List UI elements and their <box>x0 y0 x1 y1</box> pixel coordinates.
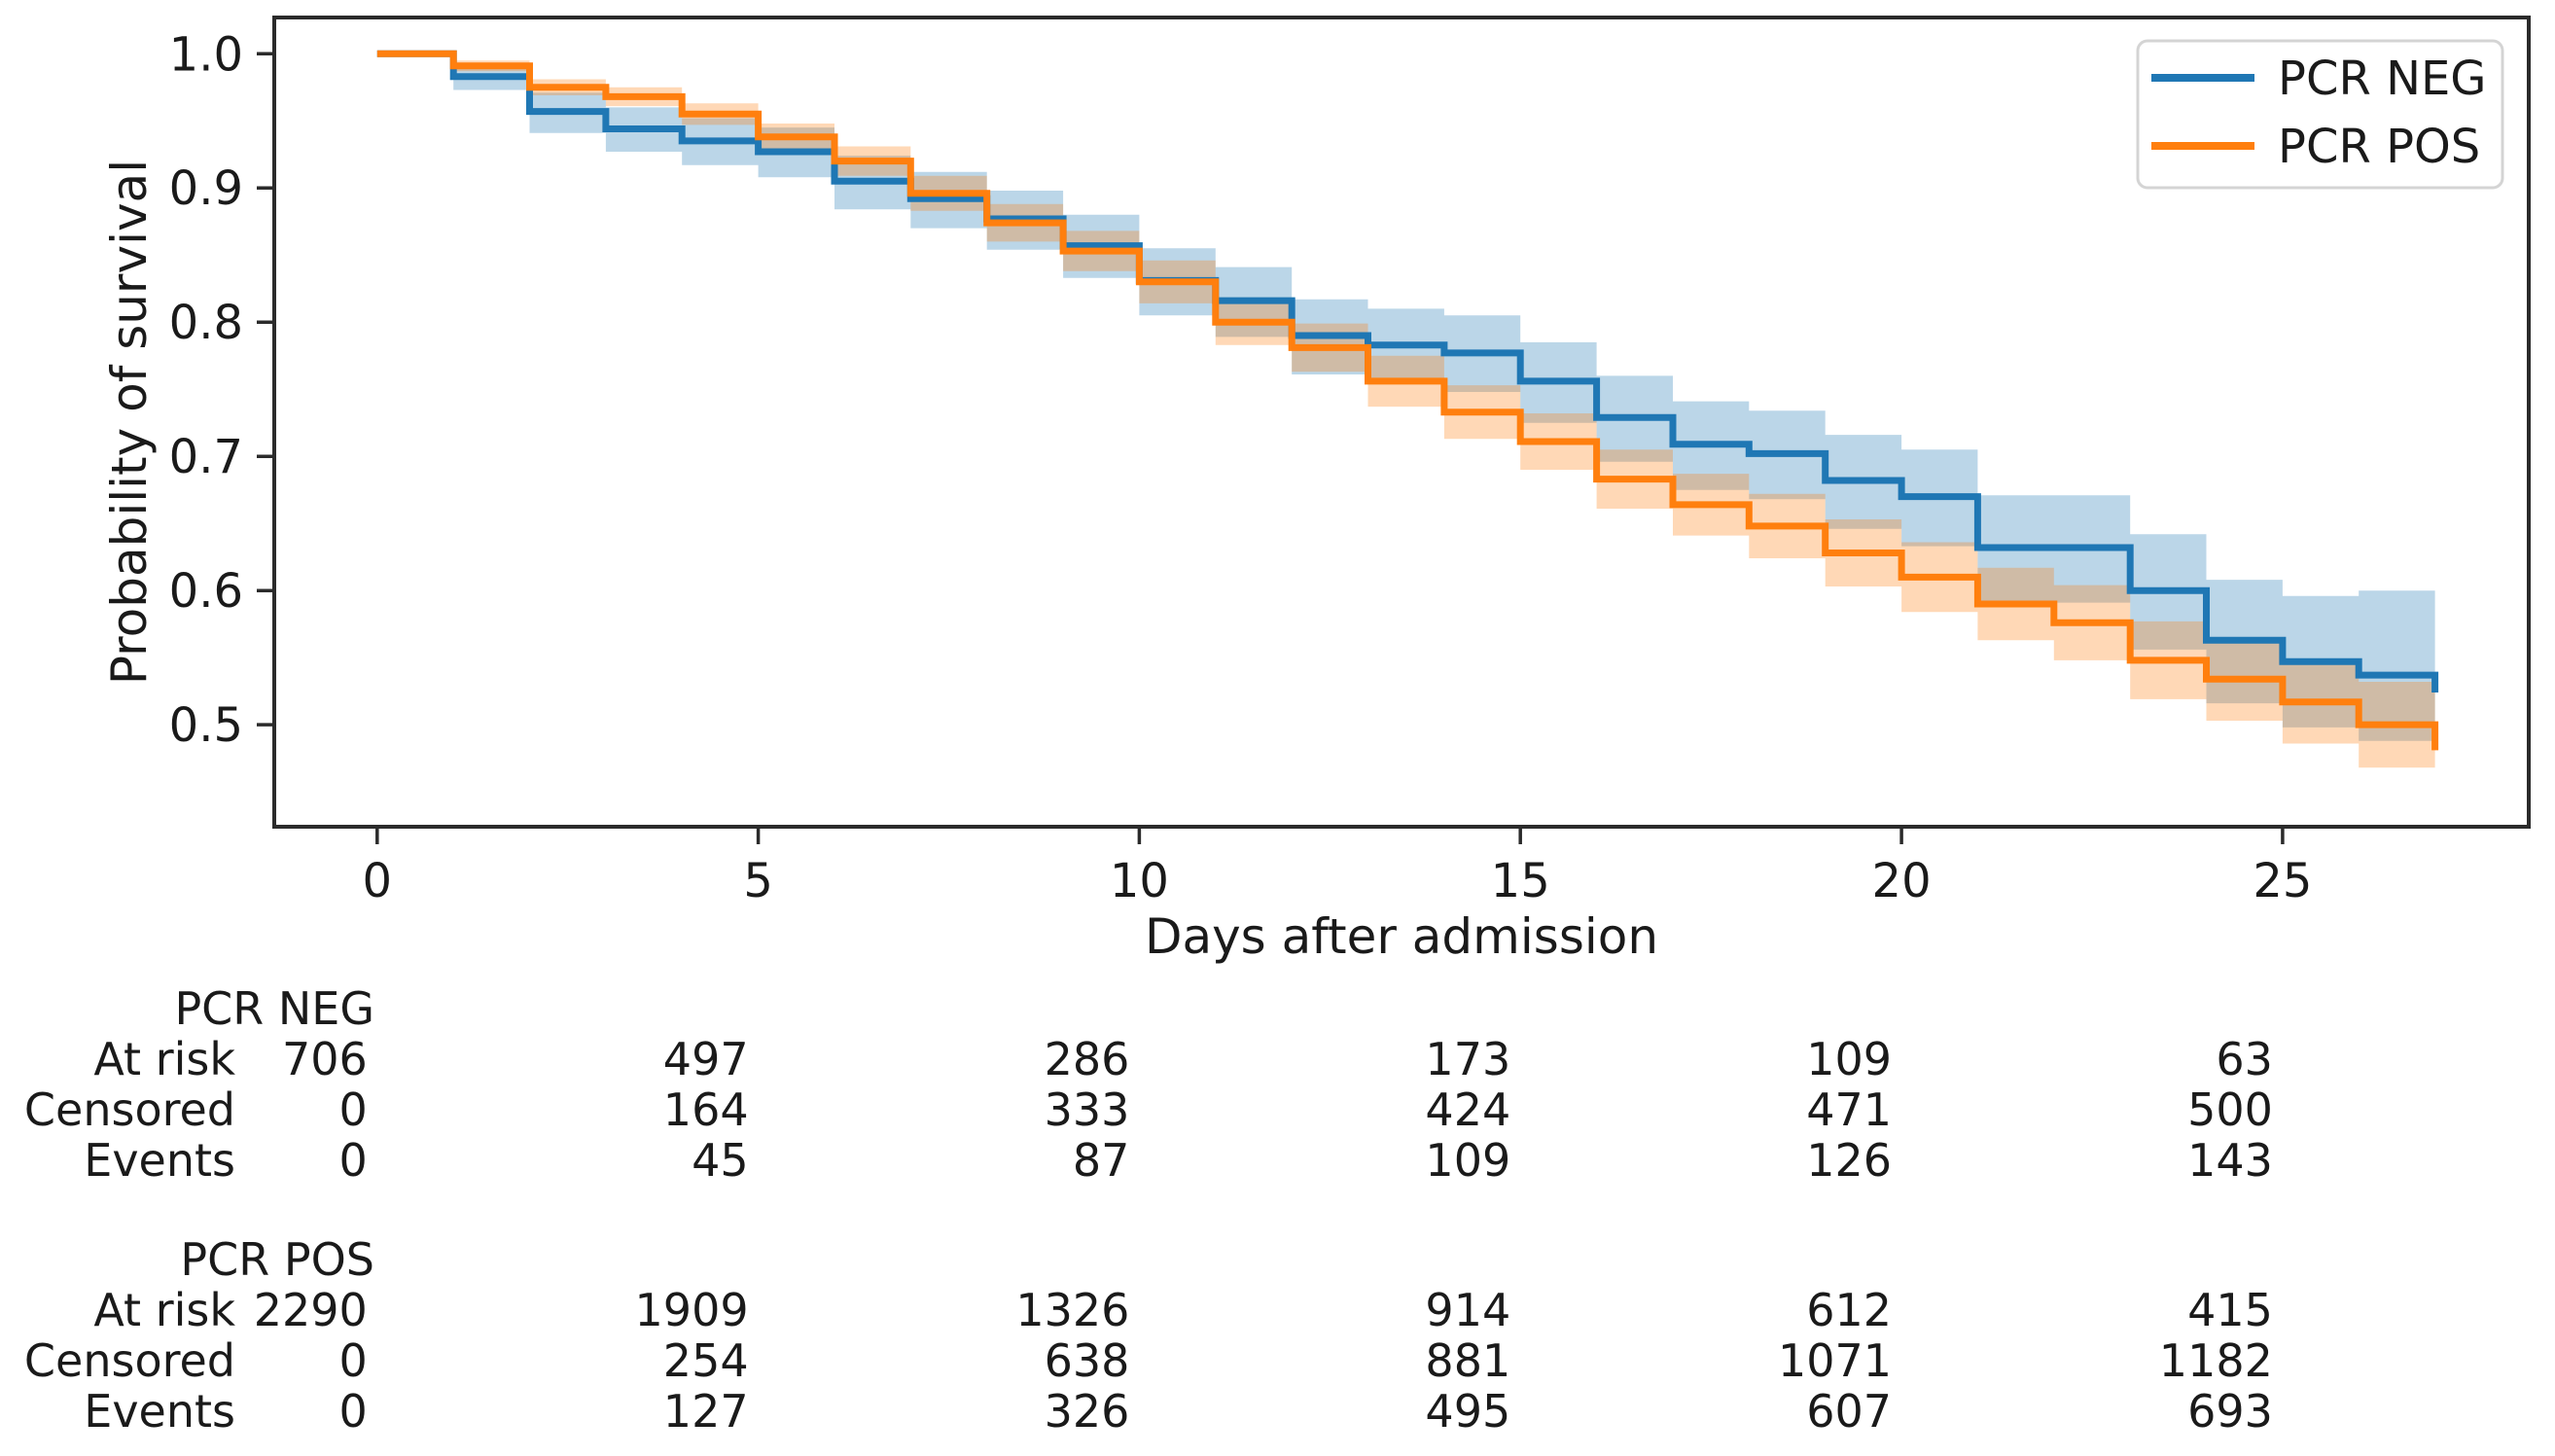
x-tick-label: 15 <box>1491 854 1550 908</box>
x-tick-label: 25 <box>2253 854 2312 908</box>
risk-table-value-pcr-neg-censored-d15: 424 <box>1425 1083 1511 1136</box>
risk-table-value-pcr-pos-at-risk-d15: 914 <box>1425 1284 1511 1336</box>
risk-table-row-label-censored: Censored <box>23 1334 235 1387</box>
x-tick-label: 20 <box>1872 854 1932 908</box>
survival-curves-layer <box>376 50 2439 751</box>
y-tick-label: 1.0 <box>169 27 243 82</box>
y-tick-label: 0.7 <box>169 430 243 484</box>
risk-table-group-pcr-neg: PCR NEG <box>174 982 374 1035</box>
risk-table-value-pcr-neg-censored-d25: 500 <box>2187 1083 2273 1136</box>
risk-table-value-pcr-neg-censored-d5: 164 <box>662 1083 749 1136</box>
y-tick-label: 0.8 <box>169 296 243 350</box>
risk-table-row-label-at-risk: At risk <box>93 1033 235 1085</box>
risk-table-value-pcr-pos-events-d20: 607 <box>1806 1385 1893 1438</box>
risk-table-value-pcr-pos-at-risk-d25: 415 <box>2187 1284 2273 1336</box>
x-tick-label: 10 <box>1110 854 1169 908</box>
risk-table-value-pcr-neg-at-risk-d5: 497 <box>662 1033 749 1085</box>
risk-table-value-pcr-pos-censored-d10: 638 <box>1044 1334 1130 1387</box>
risk-table-value-pcr-pos-censored-d0: 0 <box>338 1334 368 1387</box>
risk-table-group-pcr-pos: PCR POS <box>180 1233 374 1286</box>
risk-table-value-pcr-pos-censored-d20: 1071 <box>1777 1334 1893 1387</box>
survival-chart: 0 5 10 15 20 25 1.0 0.9 0.8 0.7 0.6 0.5 Days after… <box>101 16 2531 965</box>
pcr-pos-ci-band <box>376 53 2435 791</box>
risk-table-value-pcr-neg-events-d15: 109 <box>1425 1134 1511 1187</box>
risk-table-value-pcr-neg-at-risk-d20: 109 <box>1806 1033 1893 1085</box>
risk-table-value-pcr-neg-at-risk-d15: 173 <box>1425 1033 1511 1085</box>
risk-table-value-pcr-neg-censored-d0: 0 <box>338 1083 368 1136</box>
risk-table-value-pcr-neg-censored-d10: 333 <box>1044 1083 1130 1136</box>
risk-table-value-pcr-pos-events-d15: 495 <box>1425 1385 1511 1438</box>
pcr-pos-curve <box>376 50 2439 751</box>
risk-table-value-pcr-neg-events-d0: 0 <box>338 1134 368 1187</box>
risk-table-value-pcr-pos-censored-d15: 881 <box>1425 1334 1511 1387</box>
risk-table-value-pcr-pos-at-risk-d0: 2290 <box>253 1284 368 1336</box>
y-tick-label: 0.9 <box>169 161 243 216</box>
risk-table-value-pcr-neg-at-risk-d10: 286 <box>1044 1033 1130 1085</box>
legend: PCR NEG PCR POS <box>2136 39 2504 190</box>
risk-table-row-label-at-risk: At risk <box>93 1284 235 1336</box>
risk-table-value-pcr-pos-events-d0: 0 <box>338 1385 368 1438</box>
x-axis-label: Days after admission <box>1145 908 1658 965</box>
risk-table-value-pcr-neg-events-d25: 143 <box>2187 1134 2273 1187</box>
y-tick-label: 0.5 <box>169 698 243 753</box>
risk-table-row-label-censored: Censored <box>23 1083 235 1136</box>
risk-table-value-pcr-pos-censored-d25: 1182 <box>2158 1334 2273 1387</box>
confidence-bands-layer <box>376 53 2435 791</box>
risk-table-value-pcr-neg-events-d20: 126 <box>1806 1134 1893 1187</box>
risk-table-value-pcr-pos-events-d5: 127 <box>662 1385 749 1438</box>
pcr-neg-legend-label: PCR NEG <box>2278 52 2487 106</box>
legend-entries: PCR NEG PCR POS <box>2151 52 2487 174</box>
x-axis-ticks: 0 5 10 15 20 25 <box>363 827 2312 908</box>
risk-table-value-pcr-neg-at-risk-d25: 63 <box>2216 1033 2273 1085</box>
risk-table-value-pcr-pos-at-risk-d10: 1326 <box>1015 1284 1130 1336</box>
risk-table-row-label-events: Events <box>84 1134 235 1187</box>
risk-table-value-pcr-neg-events-d5: 45 <box>692 1134 749 1187</box>
risk-table-value-pcr-pos-at-risk-d5: 1909 <box>634 1284 749 1336</box>
risk-table-value-pcr-pos-events-d10: 326 <box>1044 1385 1130 1438</box>
risk-table-value-pcr-neg-events-d10: 87 <box>1072 1134 1130 1187</box>
pcr-pos-legend-label: PCR POS <box>2278 120 2480 174</box>
risk-table-row-label-events: Events <box>84 1385 235 1438</box>
x-tick-label: 0 <box>363 854 393 908</box>
risk-table-value-pcr-pos-at-risk-d20: 612 <box>1806 1284 1893 1336</box>
y-axis-ticks: 1.0 0.9 0.8 0.7 0.6 0.5 <box>169 27 274 753</box>
y-axis-label: Probability of survival <box>101 160 158 685</box>
risk-table-value-pcr-neg-censored-d20: 471 <box>1806 1083 1893 1136</box>
risk-table-value-pcr-pos-events-d25: 693 <box>2187 1385 2273 1438</box>
pcr-neg-ci-band <box>376 53 2435 775</box>
plot-border <box>272 16 2531 829</box>
x-tick-label: 5 <box>743 854 773 908</box>
risk-table-value-pcr-neg-at-risk-d0: 706 <box>281 1033 368 1085</box>
y-tick-label: 0.6 <box>169 564 243 619</box>
risk-table-value-pcr-pos-censored-d5: 254 <box>662 1334 749 1387</box>
